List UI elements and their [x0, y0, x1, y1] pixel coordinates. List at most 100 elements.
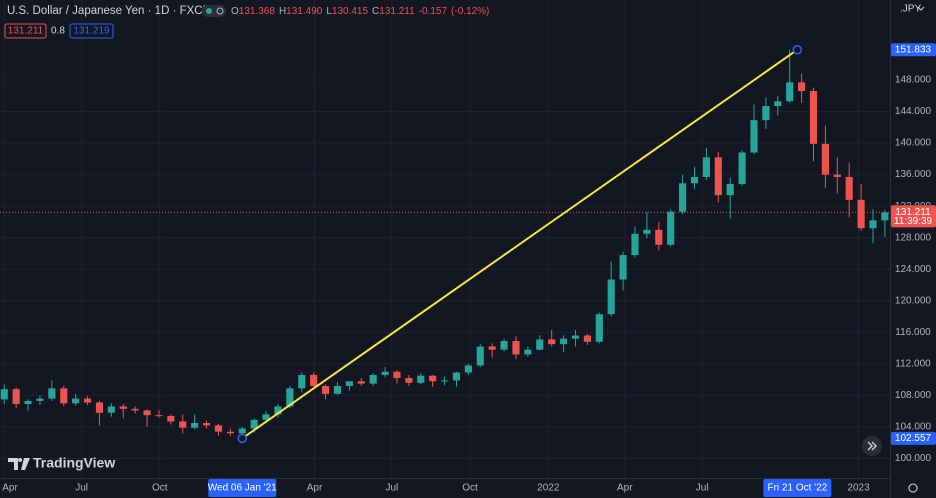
- candle-body: [595, 314, 603, 342]
- candle: [809, 87, 818, 162]
- ohlc-prefix: O: [231, 6, 239, 17]
- candle-body: [0, 389, 8, 400]
- candle-body: [60, 388, 68, 404]
- candle-body: [619, 255, 627, 280]
- candle-body: [179, 421, 187, 428]
- candle-body: [512, 341, 520, 355]
- candle: [274, 404, 282, 418]
- trend-start-price-box: [891, 431, 936, 445]
- y-tick-label: 108.000: [895, 390, 932, 401]
- time-axis: [0, 478, 890, 498]
- y-tick-label: 104.000: [895, 422, 932, 433]
- candle-body: [36, 398, 44, 401]
- currency-caret[interactable]: [917, 6, 925, 11]
- candle: [464, 363, 472, 375]
- y-tick-label: 136.000: [895, 169, 932, 180]
- scroll-chevrons[interactable]: [867, 441, 877, 451]
- candle-body: [762, 105, 770, 121]
- candle: [750, 104, 758, 155]
- candle-body: [726, 184, 734, 196]
- candle: [95, 400, 104, 426]
- bid[interactable]: 131.211: [8, 26, 44, 37]
- candle: [679, 174, 687, 215]
- status-dot: [206, 8, 212, 14]
- date-label-box: [208, 479, 277, 497]
- trendline[interactable]: [241, 48, 798, 440]
- ohlc-value: 131.368: [239, 6, 276, 17]
- candle: [60, 385, 68, 407]
- trendline-handle[interactable]: [237, 433, 248, 444]
- candle-body: [571, 335, 580, 339]
- candle: [191, 414, 199, 430]
- trend-end-price: 151.833: [895, 44, 932, 55]
- candle-body: [655, 229, 663, 245]
- bid-box[interactable]: [4, 23, 47, 39]
- change: -0.157: [419, 6, 448, 17]
- candle: [845, 162, 853, 218]
- candle: [726, 177, 734, 219]
- candle: [12, 387, 20, 409]
- candle: [24, 399, 32, 412]
- candle-body: [857, 199, 865, 229]
- y-tick-label: 116.000: [895, 327, 931, 338]
- ohlc-value: 131.490: [286, 6, 323, 17]
- candle-body: [714, 157, 722, 196]
- candle: [452, 371, 461, 387]
- x-tick-label: Apr: [307, 483, 323, 494]
- candle-body: [809, 91, 818, 144]
- candle: [702, 147, 710, 181]
- candle: [143, 409, 151, 427]
- candle: [262, 411, 270, 421]
- candle: [381, 367, 389, 378]
- candle: [548, 329, 556, 347]
- currency-label[interactable]: .JPY: [900, 4, 921, 15]
- settings-icon[interactable]: [908, 483, 918, 493]
- candle-body: [298, 374, 306, 389]
- candle: [48, 380, 56, 401]
- candle: [857, 184, 865, 231]
- candle: [774, 95, 782, 116]
- x-tick-label: Oct: [152, 483, 168, 494]
- ask-box[interactable]: [69, 23, 114, 39]
- ohlc-value: 131.211: [379, 6, 415, 17]
- candle-body: [607, 279, 615, 315]
- candle: [167, 414, 175, 425]
- x-tick-label: 2022: [537, 483, 560, 494]
- y-tick-label: 124.000: [895, 264, 932, 275]
- y-tick-label: 148.000: [895, 75, 932, 86]
- ask[interactable]: 131.219: [73, 26, 110, 37]
- date-label: Wed 06 Jan '21: [208, 483, 277, 494]
- change-pct: (-0.12%): [451, 6, 489, 17]
- candle: [536, 335, 544, 351]
- candle: [869, 209, 877, 244]
- trend-end-price-box: [891, 43, 936, 57]
- candle-body: [821, 143, 829, 175]
- candle-body: [321, 385, 330, 394]
- candle: [321, 384, 330, 400]
- candle: [226, 428, 234, 436]
- candle: [571, 329, 580, 347]
- candle: [655, 221, 663, 251]
- candle-body: [774, 101, 782, 106]
- candle-body: [560, 338, 568, 345]
- y-tick-label: 140.000: [895, 138, 932, 149]
- candle-body: [167, 415, 175, 422]
- trend-start-price: 102.557: [895, 433, 932, 444]
- candle-body: [869, 220, 877, 229]
- candle-body: [476, 346, 484, 366]
- trendline-handle[interactable]: [792, 44, 803, 55]
- candle-body: [750, 120, 758, 153]
- candle: [214, 423, 223, 436]
- candle-body: [72, 398, 80, 404]
- candle: [333, 382, 342, 395]
- candle: [500, 338, 508, 352]
- candle: [690, 166, 699, 189]
- candle-body: [679, 183, 687, 212]
- candle: [202, 420, 211, 429]
- candle: [714, 151, 722, 203]
- candle-body: [238, 428, 246, 434]
- candle-body: [83, 398, 92, 403]
- candle-body: [274, 406, 282, 415]
- candle-body: [286, 388, 294, 407]
